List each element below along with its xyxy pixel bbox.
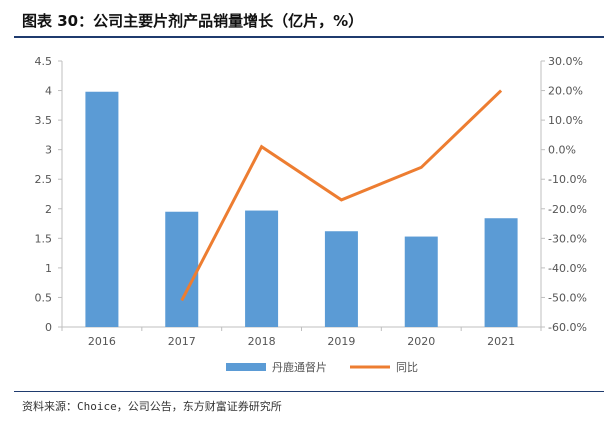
y-left-tick-label: 3.5	[35, 114, 53, 127]
figure-header: 图表 30：公司主要片剂产品销量增长（亿片，%）	[0, 0, 614, 40]
y-right-tick-label: 30.0%	[548, 55, 583, 68]
bar-2019	[324, 231, 358, 327]
x-tick-label: 2017	[168, 335, 196, 348]
x-tick-label: 2016	[88, 335, 116, 348]
title-divider	[14, 36, 604, 38]
x-tick-label: 2020	[407, 335, 435, 348]
y-right-tick-label: -40.0%	[548, 262, 587, 275]
y-right-tick-label: -50.0%	[548, 291, 587, 304]
bar-2020	[404, 236, 438, 327]
legend-bar-label: 丹鹿通督片	[272, 360, 327, 374]
x-tick-label: 2021	[487, 335, 515, 348]
source-divider	[14, 391, 604, 392]
y-right-tick-label: 10.0%	[548, 114, 583, 127]
y-left-tick-label: 0	[45, 321, 52, 334]
y-right-tick-label: -30.0%	[548, 232, 587, 245]
y-left-tick-label: 1.5	[35, 232, 53, 245]
y-left-tick-label: 2.5	[35, 173, 53, 186]
bar-2016	[85, 91, 119, 327]
x-tick-label: 2018	[248, 335, 276, 348]
y-left-tick-label: 4	[45, 85, 52, 98]
legend-bar-swatch	[226, 363, 266, 371]
y-right-tick-label: -10.0%	[548, 173, 587, 186]
legend-line-label: 同比	[396, 361, 418, 374]
bar-2021	[484, 218, 518, 327]
y-left-tick-label: 3	[45, 144, 52, 157]
source-note: 资料来源：Choice，公司公告，东方财富证券研究所	[22, 400, 282, 413]
y-right-tick-label: 20.0%	[548, 85, 583, 98]
y-right-tick-label: 0.0%	[548, 144, 576, 157]
bar-2017	[165, 211, 199, 327]
x-tick-label: 2019	[327, 335, 355, 348]
y-right-tick-label: -60.0%	[548, 321, 587, 334]
y-right-tick-label: -20.0%	[548, 203, 587, 216]
bar-2018	[245, 210, 279, 327]
y-left-tick-label: 4.5	[35, 55, 53, 68]
figure-title: 图表 30：公司主要片剂产品销量增长（亿片，%）	[22, 12, 364, 30]
y-left-tick-label: 1	[45, 262, 52, 275]
y-left-tick-label: 0.5	[35, 291, 53, 304]
y-left-tick-label: 2	[45, 203, 52, 216]
